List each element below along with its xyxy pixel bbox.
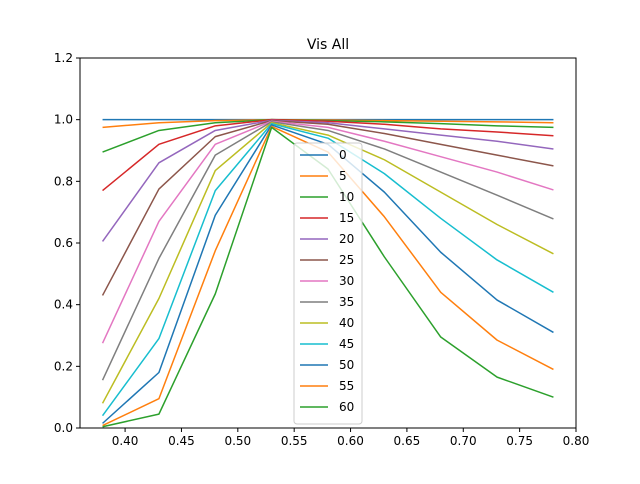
- series-line-15: [102, 118, 554, 192]
- legend-label-10: 10: [339, 190, 354, 204]
- series-line-20: [101, 119, 554, 242]
- series-line-45: [101, 122, 554, 417]
- y-tick-label: 0.6: [54, 236, 73, 250]
- legend-label-50: 50: [339, 358, 354, 372]
- x-tick-label: 0.40: [112, 434, 139, 448]
- legend: 0 5 10 15 20 25 30 35 40 45 50 55 60: [293, 142, 363, 425]
- x-axis: 0.40 0.45 0.50 0.55 0.60 0.65 0.70 0.75 0.80: [112, 428, 590, 448]
- legend-label-15: 15: [339, 211, 354, 225]
- legend-label-25: 25: [339, 253, 354, 267]
- y-tick-label: 0.2: [54, 359, 73, 373]
- x-tick-label: 0.75: [506, 434, 533, 448]
- y-tick-label: 1.2: [54, 51, 73, 65]
- legend-label-30: 30: [339, 274, 354, 288]
- legend-label-0: 0: [339, 148, 347, 162]
- series-line-40: [101, 122, 554, 404]
- legend-label-55: 55: [339, 379, 354, 393]
- y-tick-label: 0.4: [54, 298, 73, 312]
- y-tick-label: 0.0: [54, 421, 73, 435]
- x-tick-label: 0.70: [450, 434, 477, 448]
- y-tick-label: 0.8: [54, 174, 73, 188]
- series-line-35: [101, 121, 554, 381]
- legend-label-40: 40: [339, 316, 354, 330]
- x-tick-label: 0.45: [168, 434, 195, 448]
- x-tick-label: 0.60: [337, 434, 364, 448]
- legend-label-60: 60: [339, 400, 354, 414]
- x-tick-label: 0.55: [281, 434, 308, 448]
- y-tick-label: 1.0: [54, 113, 73, 127]
- series-line-30: [101, 120, 554, 344]
- x-tick-label: 0.65: [394, 434, 421, 448]
- chart-title: Vis All: [307, 37, 349, 53]
- series-line-25: [101, 119, 554, 296]
- legend-label-20: 20: [339, 232, 354, 246]
- x-tick-label: 0.50: [224, 434, 251, 448]
- y-axis: 0.0 0.2 0.4 0.6 0.8 1.0 1.2: [54, 51, 80, 435]
- legend-label-45: 45: [339, 337, 354, 351]
- legend-label-35: 35: [339, 295, 354, 309]
- x-tick-label: 0.80: [563, 434, 590, 448]
- legend-box: [293, 142, 363, 425]
- legend-label-5: 5: [339, 169, 347, 183]
